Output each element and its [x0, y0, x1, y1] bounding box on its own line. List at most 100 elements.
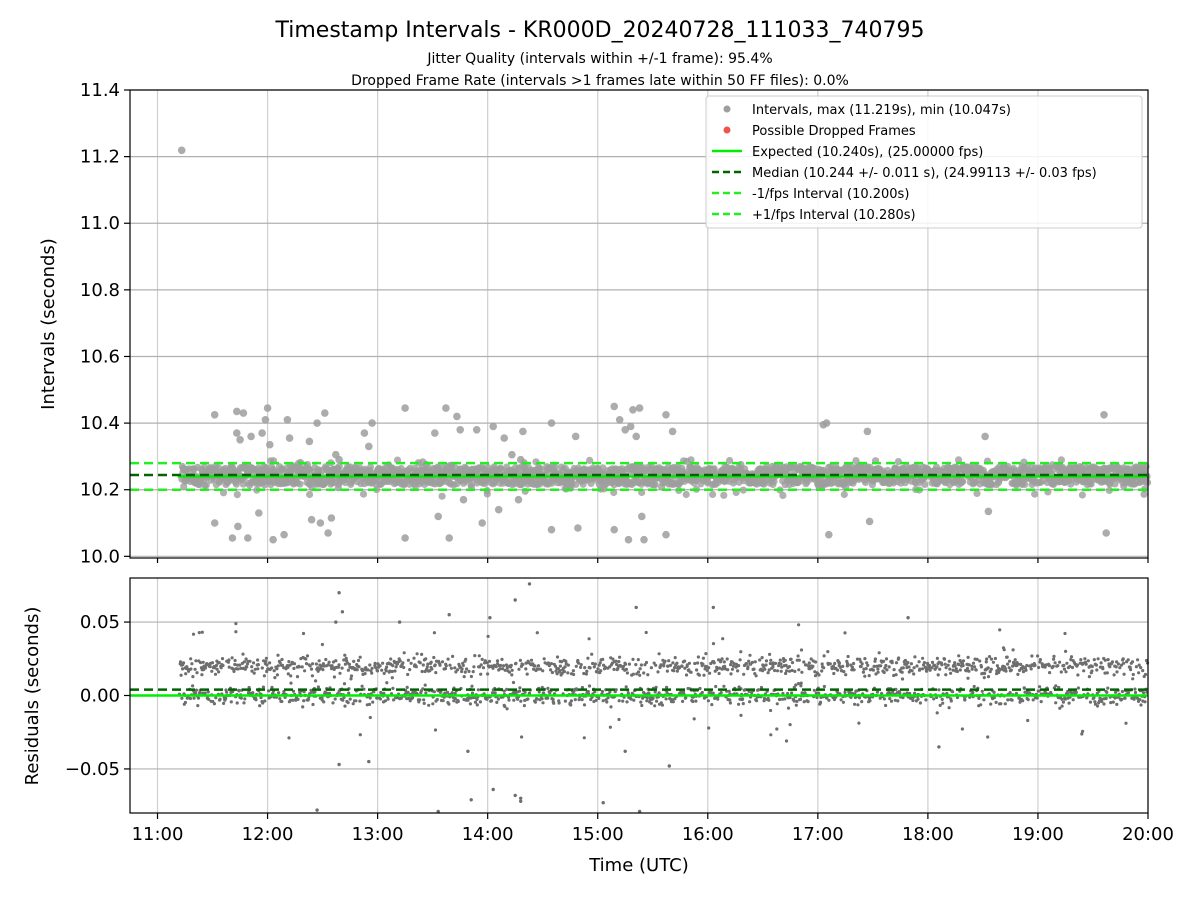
residual-point [1018, 698, 1023, 702]
interval-point [779, 491, 787, 499]
residual-point [970, 664, 974, 668]
residual-point [347, 662, 351, 667]
interval-outlier-point [210, 411, 219, 419]
residual-point [583, 666, 587, 670]
residual-point [660, 703, 665, 707]
residual-point [476, 688, 480, 692]
residual-point [764, 663, 768, 667]
residual-point [342, 682, 347, 686]
residual-point [841, 664, 845, 669]
residual-point [951, 690, 955, 694]
residual-point [817, 673, 821, 677]
residual-point [262, 674, 266, 678]
residual-point [208, 665, 212, 669]
residual-point [302, 690, 306, 694]
interval-point [760, 476, 769, 484]
residual-point [884, 663, 888, 668]
residual-point [368, 696, 372, 700]
residual-point [203, 691, 207, 695]
residual-point [982, 698, 986, 702]
residual-point [447, 702, 451, 706]
residual-point [432, 631, 436, 635]
residual-point [1100, 697, 1104, 701]
interval-point [1078, 491, 1086, 499]
residual-point [885, 668, 889, 672]
interval-outlier-point [305, 437, 314, 446]
legend: Intervals, max (11.219s), min (10.047s) … [705, 95, 1143, 229]
residual-point [389, 657, 393, 661]
residual-point [371, 700, 375, 704]
residual-point [769, 658, 773, 662]
residual-point [577, 698, 581, 702]
residual-point [451, 654, 455, 659]
residual-point [963, 698, 967, 702]
residual-point [390, 669, 394, 674]
residual-point [390, 676, 394, 680]
residual-point [1070, 665, 1075, 670]
residuals-y-tick-label: −0.05 [65, 759, 120, 780]
residual-point [860, 700, 864, 704]
residual-point [253, 667, 257, 671]
interval-outlier-point [638, 512, 646, 521]
interval-outlier-point [615, 416, 624, 424]
residual-point [491, 666, 495, 670]
interval-point [962, 466, 970, 474]
residual-point [1019, 662, 1023, 667]
residual-point [807, 661, 811, 665]
residual-point [499, 663, 503, 668]
interval-outlier-point [401, 404, 409, 412]
residual-point [948, 667, 952, 671]
residual-point [865, 661, 869, 665]
residual-point [1102, 702, 1106, 706]
legend-label-expected: Expected (10.240s), (25.00000 fps) [752, 145, 983, 160]
residual-point [905, 691, 909, 695]
residual-point [306, 697, 311, 701]
residual-point [732, 662, 736, 666]
residual-point [368, 663, 372, 667]
residual-point [878, 696, 882, 700]
residual-point [714, 684, 718, 689]
intervals-y-tick-label: 10.4 [80, 413, 120, 434]
residual-point [822, 684, 827, 689]
residual-point [373, 661, 377, 666]
residual-point [944, 666, 948, 670]
residual-point [979, 703, 983, 707]
legend-marker-dropped [723, 126, 731, 134]
residual-point [715, 668, 719, 672]
residual-point [915, 664, 919, 668]
residual-point [873, 657, 878, 661]
residual-point [213, 672, 218, 676]
residual-point [977, 696, 981, 701]
residual-point [215, 667, 219, 671]
interval-outlier-point [285, 434, 294, 442]
residual-point [744, 662, 749, 666]
interval-point [1034, 465, 1043, 474]
residual-point [433, 728, 438, 732]
residual-point [495, 700, 499, 705]
residual-point [973, 665, 977, 669]
residual-point [649, 666, 654, 670]
residual-point [889, 699, 894, 703]
residual-point [422, 701, 426, 706]
residual-point [617, 660, 621, 664]
residual-point [233, 658, 237, 663]
residual-point [1083, 657, 1087, 661]
residual-point [999, 702, 1003, 706]
residual-point [884, 703, 888, 708]
residual-point [331, 701, 335, 705]
interval-point [306, 490, 314, 499]
interval-outlier-point [865, 517, 874, 526]
residual-point [464, 657, 468, 661]
residual-point [314, 662, 318, 666]
residual-point [502, 664, 506, 668]
residual-point [1038, 685, 1042, 689]
residual-point [852, 668, 856, 672]
residual-point [722, 684, 726, 688]
residual-point [575, 688, 579, 692]
interval-point [467, 482, 476, 491]
residual-point [420, 669, 424, 674]
residual-point [1119, 663, 1124, 667]
residual-point [857, 721, 861, 725]
residual-point [768, 661, 773, 666]
interval-outlier-point [269, 535, 277, 544]
